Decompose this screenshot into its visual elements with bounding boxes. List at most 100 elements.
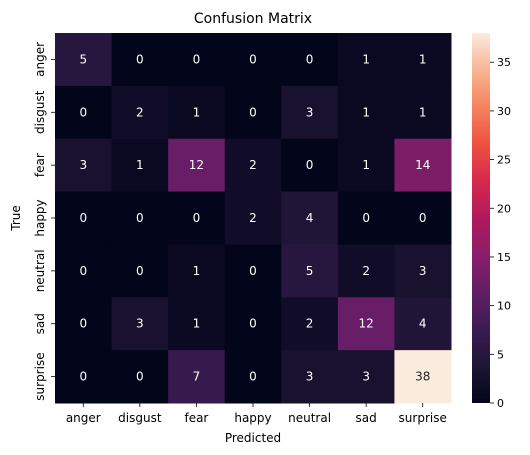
cell-value-label: 3 bbox=[306, 105, 314, 119]
heatmap-cell bbox=[111, 33, 169, 87]
cell-value-label: 1 bbox=[362, 52, 370, 66]
cell-value-label: 2 bbox=[249, 211, 257, 225]
colorbar-tick-label: 5 bbox=[497, 348, 504, 361]
cell-value-label: 1 bbox=[419, 105, 427, 119]
cell-value-label: 0 bbox=[193, 211, 201, 225]
heatmap-cell bbox=[111, 191, 169, 245]
cell-value-label: 1 bbox=[419, 52, 427, 66]
cell-value-label: 0 bbox=[249, 105, 257, 119]
cell-value-label: 3 bbox=[136, 317, 144, 331]
cell-value-label: 3 bbox=[79, 158, 87, 172]
cell-value-label: 0 bbox=[136, 211, 144, 225]
heatmap-cell bbox=[111, 244, 169, 298]
cell-value-label: 0 bbox=[136, 264, 144, 278]
heatmap-cell bbox=[337, 191, 395, 245]
cell-value-label: 0 bbox=[79, 211, 87, 225]
heatmap-cell bbox=[394, 244, 452, 298]
heatmap-cell bbox=[337, 350, 395, 404]
heatmap-cell bbox=[281, 138, 339, 193]
cell-value-label: 38 bbox=[415, 370, 430, 384]
heatmap-cell bbox=[224, 297, 282, 351]
colorbar-tick-label: 0 bbox=[497, 397, 504, 410]
y-tick-label: fear bbox=[33, 153, 47, 177]
cell-value-label: 0 bbox=[79, 105, 87, 119]
cell-value-label: 2 bbox=[362, 264, 370, 278]
cell-value-label: 3 bbox=[419, 264, 427, 278]
cell-value-label: 2 bbox=[249, 158, 257, 172]
cell-value-label: 3 bbox=[362, 370, 370, 384]
colorbar-tick-label: 35 bbox=[497, 56, 511, 69]
heatmap-cell bbox=[281, 33, 339, 87]
x-tick-label: anger bbox=[66, 411, 101, 425]
cell-value-label: 0 bbox=[79, 370, 87, 384]
heatmap-cell bbox=[281, 244, 339, 298]
heatmap-cell bbox=[111, 85, 169, 140]
cell-value-label: 0 bbox=[249, 317, 257, 331]
heatmap-cell bbox=[224, 85, 282, 140]
heatmap-cell bbox=[281, 191, 339, 245]
chart-title: Confusion Matrix bbox=[194, 11, 312, 27]
x-tick-label: disgust bbox=[118, 411, 162, 425]
cell-value-label: 0 bbox=[79, 317, 87, 331]
cell-value-label: 0 bbox=[306, 52, 314, 66]
heatmap-cell bbox=[168, 350, 226, 404]
heatmap-cell bbox=[111, 350, 169, 404]
cell-value-label: 2 bbox=[136, 105, 144, 119]
heatmap-cell bbox=[224, 138, 282, 193]
heatmap-cell bbox=[337, 138, 395, 193]
heatmap-cell bbox=[281, 350, 339, 404]
cell-value-label: 3 bbox=[306, 370, 314, 384]
y-tick-label: anger bbox=[33, 42, 47, 77]
heatmap-cells: 5 0 0 0 0 1 10 2 1 0 3 1 13 1 12 2 0 1 140 0 0 2 4 0 00 0 1 0 5 2 30 3 1… bbox=[55, 33, 452, 404]
x-tick-label: sad bbox=[356, 411, 377, 425]
y-axis-label: True bbox=[9, 205, 23, 232]
cell-value-label: 12 bbox=[189, 158, 204, 172]
y-tick-label: happy bbox=[33, 199, 47, 236]
y-tick-label: disgust bbox=[33, 90, 47, 134]
heatmap-cell bbox=[168, 191, 226, 245]
heatmap-cell bbox=[281, 85, 339, 140]
heatmap-cell bbox=[55, 297, 113, 351]
heatmap-cell bbox=[337, 33, 395, 87]
cell-value-label: 1 bbox=[362, 105, 370, 119]
heatmap-cell bbox=[55, 350, 113, 404]
heatmap-cell bbox=[224, 244, 282, 298]
x-tick-label: fear bbox=[184, 411, 208, 425]
heatmap-cell bbox=[55, 191, 113, 245]
heatmap-cell bbox=[394, 85, 452, 140]
x-tick-label: happy bbox=[234, 411, 271, 425]
x-axis-label: Predicted bbox=[225, 431, 281, 445]
cell-value-label: 1 bbox=[193, 264, 201, 278]
heatmap-cell bbox=[224, 191, 282, 245]
cell-value-label: 4 bbox=[306, 211, 314, 225]
y-tick-label: sad bbox=[33, 313, 47, 334]
heatmap-cell bbox=[168, 33, 226, 87]
colorbar-tick-label: 10 bbox=[497, 300, 511, 313]
y-axis-ticks: anger disgust fear happy neutral sad surprise bbox=[33, 42, 55, 401]
cell-value-label: 0 bbox=[249, 264, 257, 278]
cell-value-label: 0 bbox=[136, 52, 144, 66]
heatmap-cell bbox=[55, 33, 113, 87]
heatmap-cell bbox=[337, 244, 395, 298]
heatmap-cell bbox=[394, 297, 452, 351]
heatmap-cell bbox=[394, 138, 452, 193]
colorbar-tick-label: 20 bbox=[497, 202, 511, 215]
heatmap-cell bbox=[55, 138, 113, 193]
y-tick-label: neutral bbox=[33, 249, 47, 292]
cell-value-label: 0 bbox=[249, 370, 257, 384]
heatmap-cell bbox=[337, 297, 395, 351]
cell-value-label: 5 bbox=[79, 52, 87, 66]
cell-value-label: 0 bbox=[136, 370, 144, 384]
cell-value-label: 0 bbox=[362, 211, 370, 225]
colorbar-tick-label: 30 bbox=[497, 105, 511, 118]
cell-value-label: 12 bbox=[359, 317, 374, 331]
x-axis-ticks: anger disgust fear happy neutral sad surprise bbox=[66, 403, 447, 425]
heatmap-cell bbox=[281, 297, 339, 351]
cell-value-label: 0 bbox=[193, 52, 201, 66]
heatmap-cell bbox=[224, 350, 282, 404]
cell-value-label: 1 bbox=[362, 158, 370, 172]
cell-value-label: 1 bbox=[193, 105, 201, 119]
heatmap-cell bbox=[394, 33, 452, 87]
heatmap-cell bbox=[111, 297, 169, 351]
